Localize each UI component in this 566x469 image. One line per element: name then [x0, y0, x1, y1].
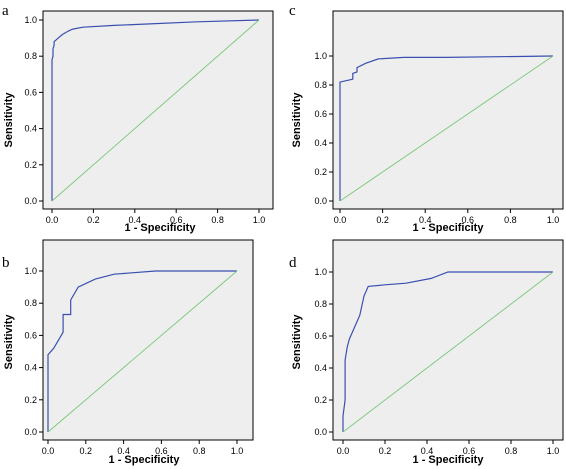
panel-letter: b	[2, 255, 10, 271]
x-tick-label: 0.4	[421, 446, 434, 456]
x-tick-label: 0.6	[170, 215, 183, 225]
y-tick-label: 1.0	[314, 51, 327, 61]
y-tick-label: 0.0	[314, 196, 327, 206]
roc-panel-d: 0.0 0.2 0.4 0.6 0.8 1.0 0.0 0.2 0.4 0.6 0.8 1.0 1 - …	[289, 239, 564, 466]
x-tick-label: 1.0	[547, 215, 560, 225]
x-axis-title: 1 - Specificity	[413, 454, 485, 466]
x-tick-label: 0.2	[376, 215, 389, 225]
x-tick-label: 0.8	[193, 446, 206, 456]
x-tick-label: 0.0	[334, 215, 347, 225]
y-tick-label: 0.0	[314, 427, 327, 437]
roc-curve	[47, 270, 237, 432]
y-tick-label: 0.8	[24, 51, 37, 61]
y-axis-title: Sensitivity	[291, 92, 303, 148]
x-tick-label: 0.8	[505, 446, 518, 456]
x-axis-title: 1 - Specificity	[125, 222, 197, 234]
y-tick-label: 0.0	[24, 427, 37, 437]
x-tick-label: 0.6	[463, 446, 476, 456]
y-tick-label: 0.8	[24, 298, 37, 308]
y-tick-label: 0.4	[24, 124, 37, 134]
y-tick-label: 0.6	[24, 87, 37, 97]
x-tick-label: 0.2	[379, 446, 392, 456]
reference-line	[47, 270, 238, 433]
x-tick-label: 0.0	[337, 446, 350, 456]
reference-line	[339, 55, 554, 202]
reference-line	[342, 271, 554, 433]
x-tick-label: 1.0	[547, 446, 560, 456]
y-tick-label: 0.4	[314, 138, 327, 148]
roc-panel-a: 0.0 0.2 0.4 0.6 0.8 1.0 0.0 0.2 0.4 0.6 0.8 1.0 1 - …	[2, 3, 274, 234]
x-tick-label: 0.0	[46, 215, 59, 225]
panel-letter: a	[2, 3, 9, 19]
y-tick-label: 0.0	[24, 196, 37, 206]
y-tick-label: 0.4	[24, 363, 37, 373]
y-tick-label: 0.6	[314, 109, 327, 119]
roc-curve	[51, 19, 260, 201]
y-tick-label: 1.0	[24, 266, 37, 276]
x-tick-label: 0.6	[155, 446, 168, 456]
x-tick-label: 1.0	[231, 446, 244, 456]
y-tick-label: 0.8	[314, 80, 327, 90]
y-axis-title: Sensitivity	[291, 314, 303, 370]
panel-letter: c	[289, 3, 296, 19]
panel-letter: d	[289, 255, 297, 271]
x-tick-label: 0.4	[117, 446, 130, 456]
x-tick-label: 0.4	[419, 215, 432, 225]
y-tick-label: 0.2	[314, 395, 327, 405]
x-axis-title: 1 - Specificity	[109, 454, 181, 466]
y-tick-label: 1.0	[314, 267, 327, 277]
y-tick-label: 0.2	[24, 160, 37, 170]
y-tick-label: 0.6	[314, 331, 327, 341]
x-tick-label: 0.0	[42, 446, 55, 456]
reference-line	[51, 19, 260, 202]
roc-curve	[339, 55, 554, 201]
roc-panel-b: 0.0 0.2 0.4 0.6 0.8 1.0 0.0 0.2 0.4 0.6 0.8 1.0 1 - …	[2, 239, 254, 466]
y-axis-title: Sensitivity	[3, 314, 15, 370]
x-tick-label: 1.0	[253, 215, 266, 225]
roc-curve	[342, 271, 553, 432]
y-tick-label: 0.2	[314, 167, 327, 177]
y-tick-label: 0.2	[24, 395, 37, 405]
y-axis-title: Sensitivity	[3, 92, 15, 148]
x-tick-label: 0.2	[87, 215, 100, 225]
roc-panel-c: 0.0 0.2 0.4 0.6 0.8 1.0 0.0 0.2 0.4 0.6 0.8 1.0 1 - …	[289, 3, 564, 234]
x-axis-title: 1 - Specificity	[413, 222, 485, 234]
y-tick-label: 1.0	[24, 15, 37, 25]
x-tick-label: 0.4	[129, 215, 142, 225]
plot-area	[332, 10, 564, 210]
y-tick-label: 0.4	[314, 363, 327, 373]
plot-area	[42, 10, 274, 210]
plot-area	[332, 239, 564, 441]
x-tick-label: 0.8	[211, 215, 224, 225]
x-tick-label: 0.6	[462, 215, 475, 225]
y-tick-label: 0.8	[314, 299, 327, 309]
x-tick-label: 0.2	[80, 446, 93, 456]
x-tick-label: 0.8	[504, 215, 517, 225]
y-tick-label: 0.6	[24, 330, 37, 340]
